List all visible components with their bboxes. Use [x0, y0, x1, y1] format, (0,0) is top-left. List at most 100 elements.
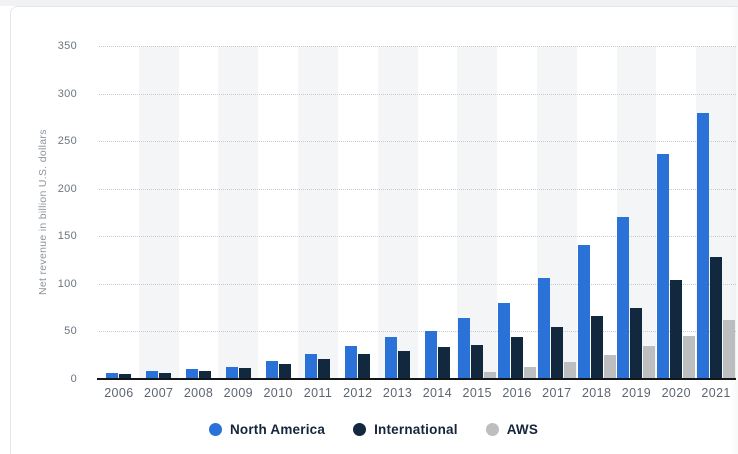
bar-north-america-2014[interactable]	[424, 330, 437, 379]
bar-group-2010	[258, 46, 298, 379]
bar-north-america-2020[interactable]	[657, 154, 670, 379]
bar-north-america-2008[interactable]	[186, 369, 199, 379]
bar-aws-2019[interactable]	[643, 345, 656, 379]
x-tick-label-2007: 2007	[144, 386, 174, 400]
plot-area	[99, 46, 736, 379]
bar-international-2014[interactable]	[437, 347, 450, 379]
bar-north-america-2009[interactable]	[225, 366, 238, 379]
bar-aws-2015[interactable]	[484, 371, 497, 379]
bar-group-2007	[139, 46, 179, 379]
gridline-300	[99, 93, 736, 95]
bar-north-america-2006[interactable]	[106, 373, 119, 379]
bar-north-america-2007[interactable]	[146, 371, 159, 379]
bar-international-2017[interactable]	[550, 327, 563, 379]
gridline-350	[99, 46, 736, 47]
y-tick-label-100: 100	[57, 277, 77, 290]
gridline-200	[99, 188, 736, 190]
y-axis-ticks: 0 50 100 150 200 250 300 350	[11, 40, 77, 385]
bar-international-2019[interactable]	[630, 307, 643, 379]
y-tick-label-50: 50	[64, 325, 77, 338]
bar-group-2021	[696, 46, 736, 379]
plot-band-2011	[298, 46, 338, 379]
bar-group-2020	[656, 46, 696, 379]
x-tick-label-2011: 2011	[303, 386, 333, 400]
bar-aws-2017[interactable]	[563, 362, 576, 379]
x-tick-label-2010: 2010	[263, 386, 293, 400]
bars-layer	[99, 46, 736, 379]
x-tick-label-2009: 2009	[223, 386, 254, 400]
bar-international-2012[interactable]	[358, 354, 371, 379]
legend-label-international: International	[374, 422, 458, 437]
bar-north-america-2015[interactable]	[458, 318, 471, 379]
legend-label-north-america: North America	[229, 422, 326, 437]
x-axis-line	[97, 378, 736, 380]
bar-international-2015[interactable]	[471, 345, 484, 379]
bar-north-america-2021[interactable]	[697, 112, 710, 379]
gridline-50	[99, 331, 736, 333]
plot-band-2009	[218, 46, 259, 379]
y-tick-label-350: 350	[57, 40, 77, 52]
x-tick-label-2017: 2017	[542, 386, 572, 400]
bar-group-2006	[99, 46, 139, 379]
legend-item-north-america[interactable]: North America	[208, 422, 326, 437]
bar-north-america-2012[interactable]	[345, 345, 358, 379]
bar-north-america-2018[interactable]	[577, 244, 590, 379]
bar-international-2006[interactable]	[119, 374, 132, 379]
x-tick-label-2008: 2008	[183, 386, 214, 400]
bar-international-2009[interactable]	[238, 367, 251, 379]
legend-item-international[interactable]: International	[353, 422, 458, 437]
bar-international-2016[interactable]	[511, 337, 524, 379]
page-top-strip	[0, 0, 738, 6]
bar-north-america-2010[interactable]	[265, 361, 278, 379]
gridline-150	[99, 236, 736, 238]
bar-group-2011	[298, 46, 338, 379]
bar-international-2021[interactable]	[710, 257, 723, 379]
plot-band-2007	[138, 46, 179, 379]
bar-group-2016	[497, 46, 537, 379]
y-tick-label-250: 250	[57, 135, 77, 148]
x-tick-label-2016: 2016	[502, 386, 532, 400]
x-tick-label-2012: 2012	[343, 386, 373, 400]
chart-card: Net revenue in billion U.S. dollars 0 50 1…	[10, 6, 738, 454]
y-tick-label-0: 0	[70, 373, 77, 385]
bar-group-2014	[418, 46, 458, 379]
x-tick-label-2020: 2020	[661, 386, 691, 400]
bar-international-2020[interactable]	[670, 279, 683, 379]
x-tick-label-2019: 2019	[621, 386, 652, 400]
y-tick-label-150: 150	[57, 230, 77, 243]
bar-group-2013	[378, 46, 418, 379]
bar-group-2009	[218, 46, 258, 379]
bar-north-america-2011[interactable]	[305, 353, 318, 379]
bar-aws-2021[interactable]	[723, 319, 736, 379]
gridline-250	[99, 141, 736, 143]
bar-aws-2018[interactable]	[603, 354, 616, 379]
bar-group-2015	[457, 46, 497, 379]
bar-international-2013[interactable]	[398, 350, 411, 379]
bar-international-2008[interactable]	[199, 370, 212, 379]
bar-aws-2016[interactable]	[524, 367, 537, 379]
y-tick-label-200: 200	[57, 182, 77, 195]
bar-international-2018[interactable]	[590, 316, 603, 379]
x-tick-label-2014: 2014	[422, 386, 453, 400]
bar-north-america-2019[interactable]	[617, 216, 630, 379]
bar-international-2007[interactable]	[159, 372, 172, 379]
bar-north-america-2016[interactable]	[498, 303, 511, 379]
bar-international-2011[interactable]	[318, 358, 331, 379]
bar-north-america-2013[interactable]	[385, 336, 398, 379]
bar-aws-2020[interactable]	[683, 335, 696, 379]
bar-group-2008	[179, 46, 219, 379]
bar-group-2018	[577, 46, 617, 379]
legend-dot-international	[353, 423, 367, 436]
legend-dot-north-america	[208, 423, 222, 436]
x-tick-label-2021: 2021	[701, 386, 731, 400]
bar-international-2010[interactable]	[278, 364, 291, 379]
x-tick-label-2015: 2015	[462, 386, 492, 400]
gridline-100	[99, 283, 736, 285]
bar-north-america-2017[interactable]	[537, 278, 550, 379]
y-tick-label-300: 300	[57, 87, 77, 100]
plot-band-2013	[377, 46, 418, 379]
x-axis-labels: 2006 2007 2008 2009 2010 2011 2012 2013 2014 2015…	[99, 386, 736, 400]
legend-item-aws[interactable]: AWS	[485, 422, 538, 437]
x-tick-label-2006: 2006	[104, 386, 134, 400]
